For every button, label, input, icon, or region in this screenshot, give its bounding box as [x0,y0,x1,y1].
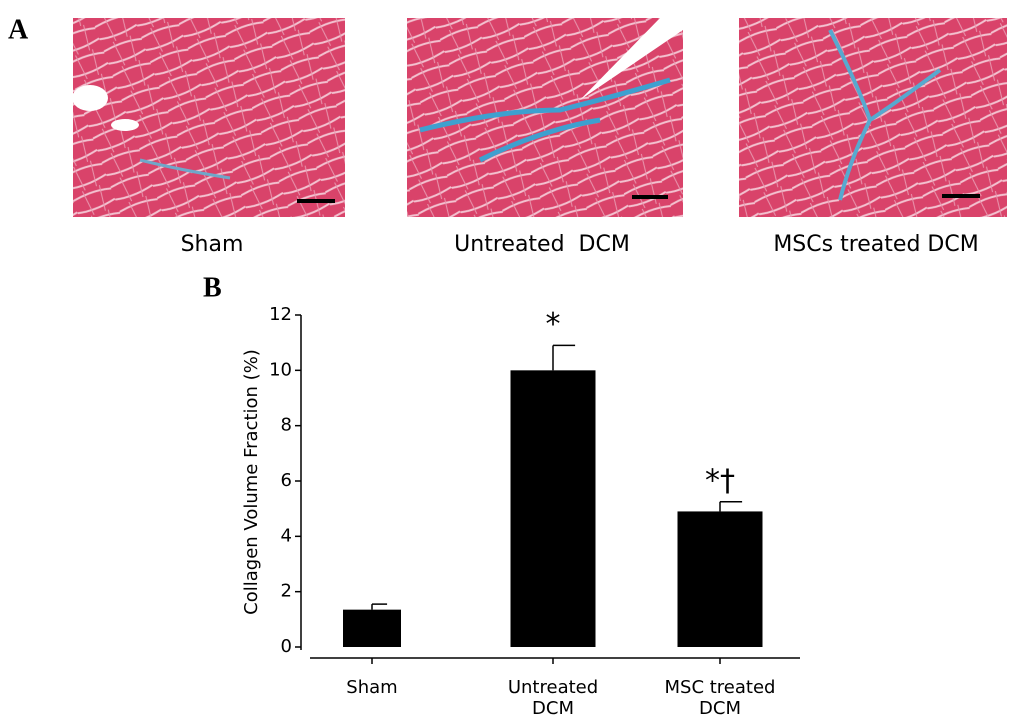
image-caption: Sham [181,232,244,257]
y-tick-label: 10 [269,359,292,380]
y-tick-label: 8 [281,415,292,436]
bar [343,609,401,647]
panel-label: B [203,272,222,303]
annotation: * [546,307,561,342]
histology-image [407,18,683,217]
histology-image [72,18,345,217]
bar [510,370,596,647]
x-tick-label: Untreated DCM [508,677,598,719]
y-axis-label: Collagen Volume Fraction (%) [241,349,262,615]
y-tick-label: 4 [281,525,292,546]
x-tick-label: Sham [346,677,397,698]
image-caption: MSCs treated DCM [773,232,978,257]
y-tick-label: 12 [269,304,292,325]
y-tick-label: 0 [281,636,292,657]
panel-label: A [8,14,29,45]
x-tick-label: MSC treated DCM [665,677,776,719]
image-caption: Untreated DCM [454,232,630,257]
bar [677,511,763,647]
y-tick-label: 6 [281,470,292,491]
y-tick-label: 2 [281,581,292,602]
histology-image [739,18,1007,217]
annotation: *† [705,463,735,498]
